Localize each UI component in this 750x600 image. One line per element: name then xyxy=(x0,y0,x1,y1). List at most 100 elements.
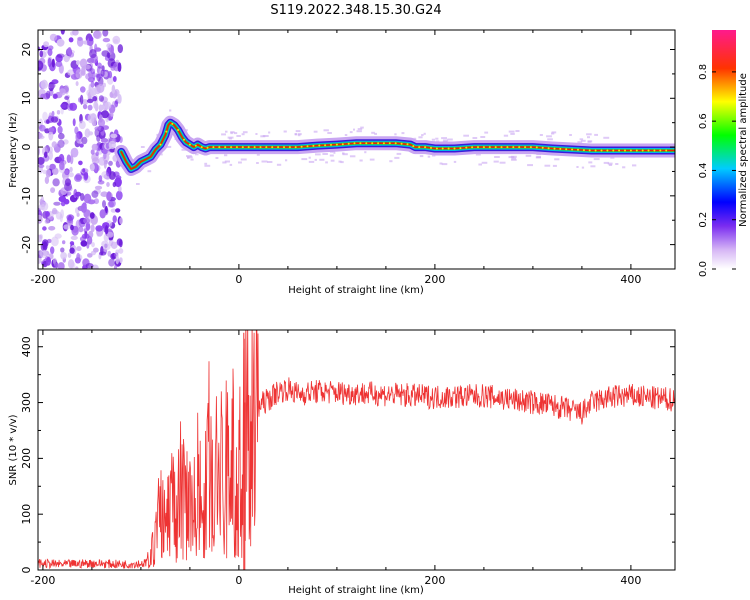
ridge-dot xyxy=(235,146,238,149)
halo-speck xyxy=(441,137,447,140)
y-tick-label: 200 xyxy=(20,448,33,469)
halo-speck xyxy=(481,161,488,164)
halo-speck xyxy=(544,164,551,167)
halo-speck xyxy=(494,156,500,158)
noise-speck xyxy=(87,113,95,124)
noise-speck xyxy=(113,39,119,44)
halo-speck xyxy=(632,164,637,167)
ridge-dot xyxy=(430,146,432,149)
halo-speck xyxy=(419,155,424,158)
noise-speck xyxy=(100,191,109,197)
noise-speck xyxy=(38,214,43,224)
halo-speck xyxy=(166,145,172,148)
ridge-dot xyxy=(318,144,321,147)
noise-speck xyxy=(72,30,79,36)
noise-speck xyxy=(42,111,48,122)
halo-speck xyxy=(357,128,363,131)
halo-speck xyxy=(295,130,301,133)
noise-speck xyxy=(90,224,95,233)
noise-speck xyxy=(47,48,53,56)
halo-speck xyxy=(204,162,208,165)
noise-speck xyxy=(89,49,97,59)
noise-speck xyxy=(93,30,102,40)
halo-speck xyxy=(190,158,194,161)
noise-speck xyxy=(110,241,118,249)
noise-speck xyxy=(60,252,67,260)
noise-speck xyxy=(52,178,60,187)
halo-speck xyxy=(236,135,241,137)
halo-speck xyxy=(364,151,367,154)
noise-speck xyxy=(58,63,64,74)
noise-speck xyxy=(87,253,93,258)
snr-ylabel: SNR (10 * v/v) xyxy=(8,414,19,485)
snr-xlabel: Height of straight line (km) xyxy=(288,585,424,596)
halo-speck xyxy=(233,132,238,135)
ridge-dot xyxy=(406,143,409,146)
noise-speck xyxy=(40,79,48,90)
halo-speck xyxy=(587,140,592,143)
halo-speck xyxy=(338,160,342,163)
noise-speck xyxy=(91,242,95,248)
halo-speck xyxy=(323,129,329,132)
halo-speck xyxy=(242,131,248,134)
noise-speck xyxy=(60,247,65,253)
noise-speck xyxy=(98,156,106,166)
noise-speck xyxy=(108,199,116,208)
halo-speck xyxy=(342,153,348,156)
halo-speck xyxy=(240,158,247,161)
noise-speck xyxy=(112,215,117,224)
noise-speck xyxy=(38,147,41,156)
halo-speck xyxy=(511,158,517,161)
colorbar-ticks: 0.0 0.2 0.4 0.6 0.8 xyxy=(698,64,736,277)
halo-speck xyxy=(443,139,449,142)
halo-speck xyxy=(484,131,489,134)
noise-speck xyxy=(75,173,82,181)
halo-speck xyxy=(590,165,596,168)
ridge-dot xyxy=(577,148,579,151)
noise-speck xyxy=(73,192,80,198)
ridge-dot xyxy=(324,144,327,147)
noise-speck xyxy=(59,88,66,96)
ridge-dot xyxy=(382,142,385,145)
noise-speck xyxy=(38,124,46,132)
noise-speck xyxy=(38,132,43,139)
noise-speck xyxy=(82,99,87,105)
noise-speck xyxy=(58,153,65,164)
ridge-dot xyxy=(488,146,491,149)
noise-speck xyxy=(82,103,88,110)
ridge-dot xyxy=(647,149,650,152)
ridge-dot xyxy=(482,146,485,149)
halo-speck xyxy=(453,160,457,163)
noise-speck xyxy=(63,198,70,205)
halo-speck xyxy=(285,159,288,162)
noise-speck xyxy=(64,169,69,175)
halo-speck xyxy=(552,164,557,167)
noise-speck xyxy=(76,60,80,66)
ridge-dot xyxy=(665,149,668,152)
colorbar-tick-label: 0.2 xyxy=(698,212,709,228)
ridge-dot xyxy=(477,146,479,149)
ridge-dot xyxy=(524,146,527,149)
ridge-dot xyxy=(594,149,597,152)
noise-speck xyxy=(108,160,113,166)
noise-speck xyxy=(87,104,93,111)
ridge-dot xyxy=(335,143,338,146)
halo-speck xyxy=(283,130,287,133)
noise-speck xyxy=(63,224,71,230)
halo-speck xyxy=(297,133,302,136)
ridge-dot xyxy=(459,147,462,150)
halo-speck xyxy=(353,128,355,131)
ridge-dot xyxy=(194,144,197,147)
noise-speck xyxy=(72,118,76,127)
noise-speck xyxy=(106,231,114,238)
halo-speck xyxy=(622,166,626,169)
halo-speck xyxy=(615,163,619,165)
noise-speck xyxy=(39,50,44,58)
ridge-dot xyxy=(265,146,268,149)
halo-speck xyxy=(349,155,356,158)
ridge-dot xyxy=(183,138,185,141)
noise-speck xyxy=(119,136,123,144)
noise-speck xyxy=(38,203,46,210)
noise-speck xyxy=(97,180,105,185)
ridge-dot xyxy=(400,142,403,145)
